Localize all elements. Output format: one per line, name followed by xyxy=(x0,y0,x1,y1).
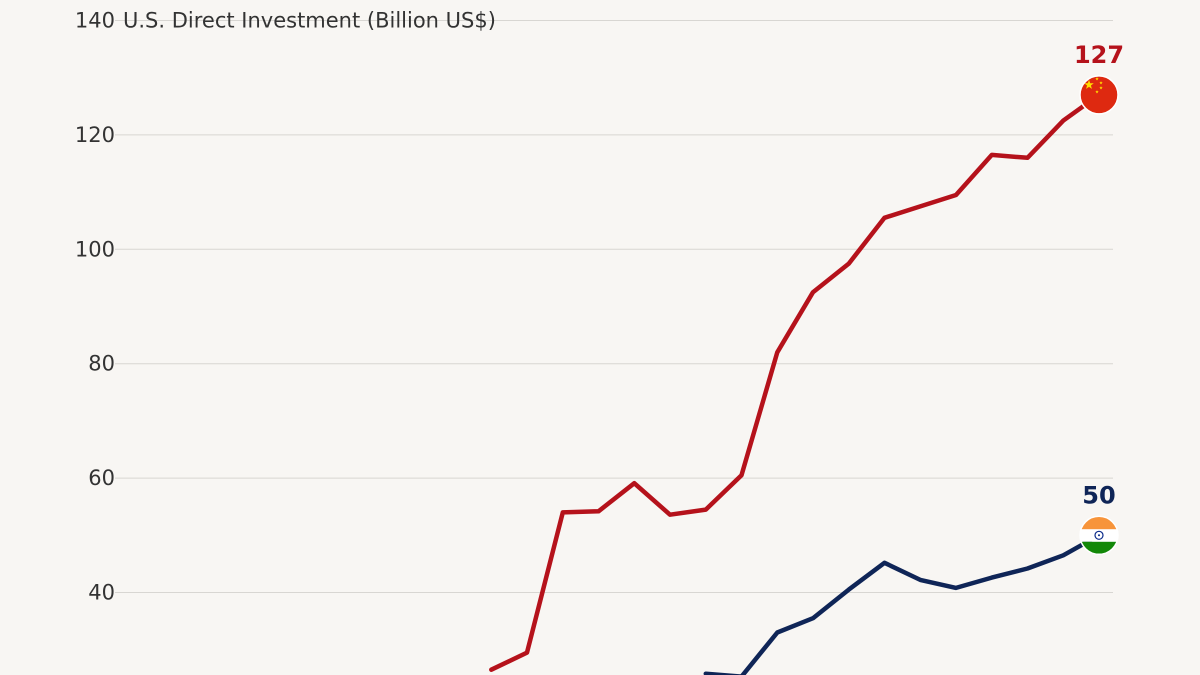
gridlines xyxy=(115,20,1113,593)
y-tick-label-140: 140 xyxy=(75,9,115,33)
y-tick-label-80: 80 xyxy=(88,352,115,376)
y-axis-ticks: 40 60 80 100 120 140 xyxy=(75,9,115,605)
india-flag-icon xyxy=(1079,515,1119,556)
y-tick-label-40: 40 xyxy=(88,581,115,605)
y-tick-label-120: 120 xyxy=(75,123,115,147)
series-line-china xyxy=(489,92,1102,672)
y-tick-label-60: 60 xyxy=(88,466,115,490)
y-axis-title: U.S. Direct Investment (Billion US$) xyxy=(123,9,496,33)
end-markers: 127 50 xyxy=(1074,41,1124,556)
series-lines xyxy=(489,92,1102,675)
end-value-label-china: 127 xyxy=(1074,41,1124,69)
end-value-label-india: 50 xyxy=(1082,481,1115,509)
china-flag-icon xyxy=(1079,75,1119,115)
series-line-india xyxy=(703,533,1102,675)
y-tick-label-100: 100 xyxy=(75,237,115,261)
